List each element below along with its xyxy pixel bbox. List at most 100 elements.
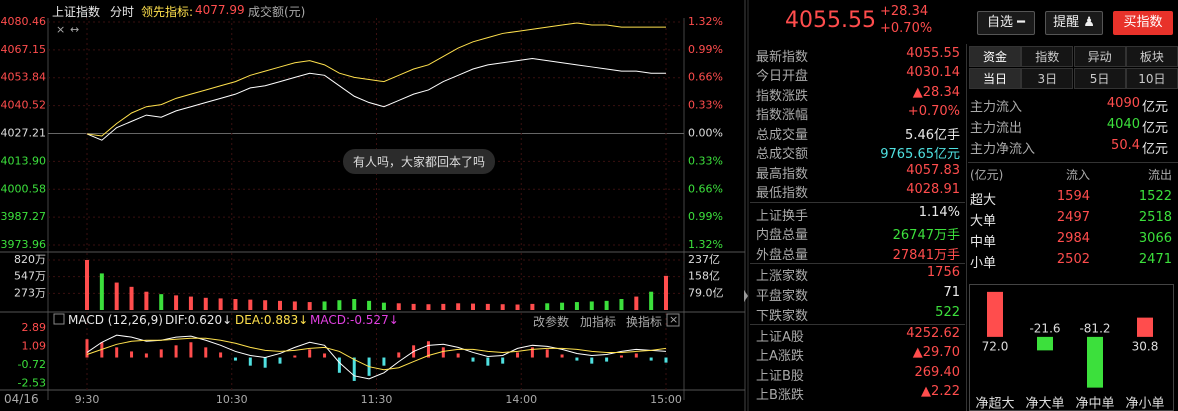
stat-value: 4028.91 — [906, 182, 960, 197]
period-tab[interactable]: 10日 — [1125, 68, 1178, 89]
net-bar — [987, 291, 1003, 337]
vol-amount-label: 237亿 — [688, 253, 720, 266]
y-tick-label: 3973.96 — [1, 238, 47, 251]
vol-bar — [664, 275, 668, 310]
stat-value: 26747万手 — [892, 228, 960, 243]
net-category: 净大单 — [1025, 397, 1064, 411]
tab[interactable]: 板块 — [1125, 46, 1178, 67]
alert-button[interactable]: 提醒 ♟ — [1045, 11, 1103, 35]
net-bar — [1137, 317, 1153, 337]
flow-value: 50.4 — [1111, 138, 1140, 153]
price-line — [86, 58, 666, 141]
separator — [968, 162, 1178, 163]
macd-tick-label: -0.72 — [18, 358, 46, 371]
time-label: 11:30 — [361, 393, 393, 406]
stat-label: 上A涨跌 — [756, 349, 804, 364]
vol-bar — [352, 299, 357, 310]
tab[interactable]: 异动 — [1073, 46, 1126, 67]
vol-bar — [589, 301, 594, 310]
tab[interactable]: 资金 — [969, 46, 1021, 67]
vol-bar — [634, 296, 639, 310]
vol-bar — [485, 303, 490, 310]
stat-value: 5.46亿手 — [905, 128, 960, 143]
date: 04/16 — [4, 392, 39, 406]
stat-value: 269.40 — [914, 365, 961, 380]
price-line — [86, 22, 666, 137]
mode[interactable]: 分时 — [110, 5, 135, 19]
net-bar — [1087, 336, 1103, 388]
price: 4055.55 — [785, 8, 876, 33]
stat-label: 上证A股 — [756, 330, 804, 345]
period-tab[interactable]: 3日 — [1021, 68, 1074, 89]
stat-label: 内盘总量 — [756, 228, 809, 243]
net-category: 净中单 — [1075, 397, 1114, 411]
flow-label: 主力流出 — [970, 121, 1023, 136]
vol-bar — [367, 300, 372, 310]
table-cell: 2502 — [1056, 252, 1090, 267]
vol-bar — [396, 303, 401, 310]
vol-tick-label: 820万 — [14, 253, 46, 266]
tooltip: 有人吗，大家都回本了吗 — [343, 149, 496, 174]
macd-box[interactable] — [53, 313, 65, 325]
buy-button[interactable]: 买指数 — [1113, 11, 1173, 35]
stat-label: 最高指数 — [756, 167, 809, 182]
vol-bar — [411, 303, 416, 310]
period-tab[interactable]: 5日 — [1073, 68, 1126, 89]
stat-value: 4030.14 — [906, 65, 960, 80]
vol-bar — [218, 298, 223, 310]
expand-icon[interactable]: ↔ — [70, 23, 79, 36]
vol-bar — [500, 304, 505, 310]
stat-value: 27841万手 — [892, 248, 960, 263]
stat-value: 1756 — [926, 265, 960, 280]
macd-close-x[interactable]: × — [669, 313, 678, 326]
stat-label: 上证换手 — [756, 209, 809, 224]
vol-bar — [456, 303, 461, 310]
vol-bar — [381, 302, 386, 310]
dea-label: DEA:0.883↓ — [235, 313, 309, 327]
flow-unit: 亿元 — [1142, 121, 1169, 136]
table-cell: 2497 — [1056, 210, 1090, 225]
macd-button[interactable]: 改参数 — [533, 315, 570, 329]
watch-button[interactable]: 自选 ━ — [977, 11, 1035, 35]
dif-line — [86, 334, 667, 380]
separator — [750, 202, 965, 203]
macd-label: MACD:-0.527↓ — [310, 313, 399, 327]
macd-title: MACD (12,26,9) — [68, 313, 163, 327]
index-name: 上证指数 — [52, 5, 101, 19]
y-tick-label: 4080.46 — [1, 15, 47, 28]
pct-label: 1.32% — [688, 238, 723, 251]
vol-bar — [129, 286, 134, 310]
stat-label: 上证B股 — [756, 369, 804, 384]
dea-line — [86, 337, 667, 371]
alert-text: 提醒 — [1053, 15, 1080, 30]
tab[interactable]: 指数 — [1021, 46, 1074, 67]
table-cell: 2471 — [1138, 252, 1172, 267]
table-cell: 大单 — [970, 214, 997, 229]
stat-value: 71 — [943, 285, 960, 300]
vol-bar — [604, 300, 609, 310]
macd-button[interactable]: 加指标 — [580, 315, 617, 329]
close-icon[interactable]: × — [56, 23, 65, 36]
collapse-arrow[interactable] — [744, 290, 748, 302]
macd-button[interactable]: 换指标 — [626, 315, 663, 329]
vol-bar — [471, 303, 475, 310]
period-tab[interactable]: 当日 — [969, 68, 1021, 89]
pct-label: 0.66% — [688, 71, 723, 84]
vol-bar — [545, 303, 550, 310]
time-label: 9:30 — [75, 393, 100, 406]
stat-label: 总成交额 — [756, 147, 809, 162]
vol-amount-label: 158亿 — [688, 270, 720, 283]
flow-value: 4090 — [1106, 96, 1140, 111]
net-value-label: -21.6 — [1029, 321, 1060, 335]
vol-bar — [649, 291, 654, 310]
macd-tick-label: 1.09 — [22, 339, 47, 352]
stat-label: 今日开盘 — [756, 69, 809, 84]
macd-close[interactable] — [666, 313, 680, 327]
pct: +0.70% — [880, 21, 933, 36]
table-cell: 中单 — [970, 235, 997, 250]
stat-label: 下跌家数 — [756, 309, 809, 324]
pct-label: 0.66% — [688, 182, 723, 195]
stat-label: 最新指数 — [756, 50, 809, 65]
pct-label: 0.33% — [688, 99, 723, 112]
